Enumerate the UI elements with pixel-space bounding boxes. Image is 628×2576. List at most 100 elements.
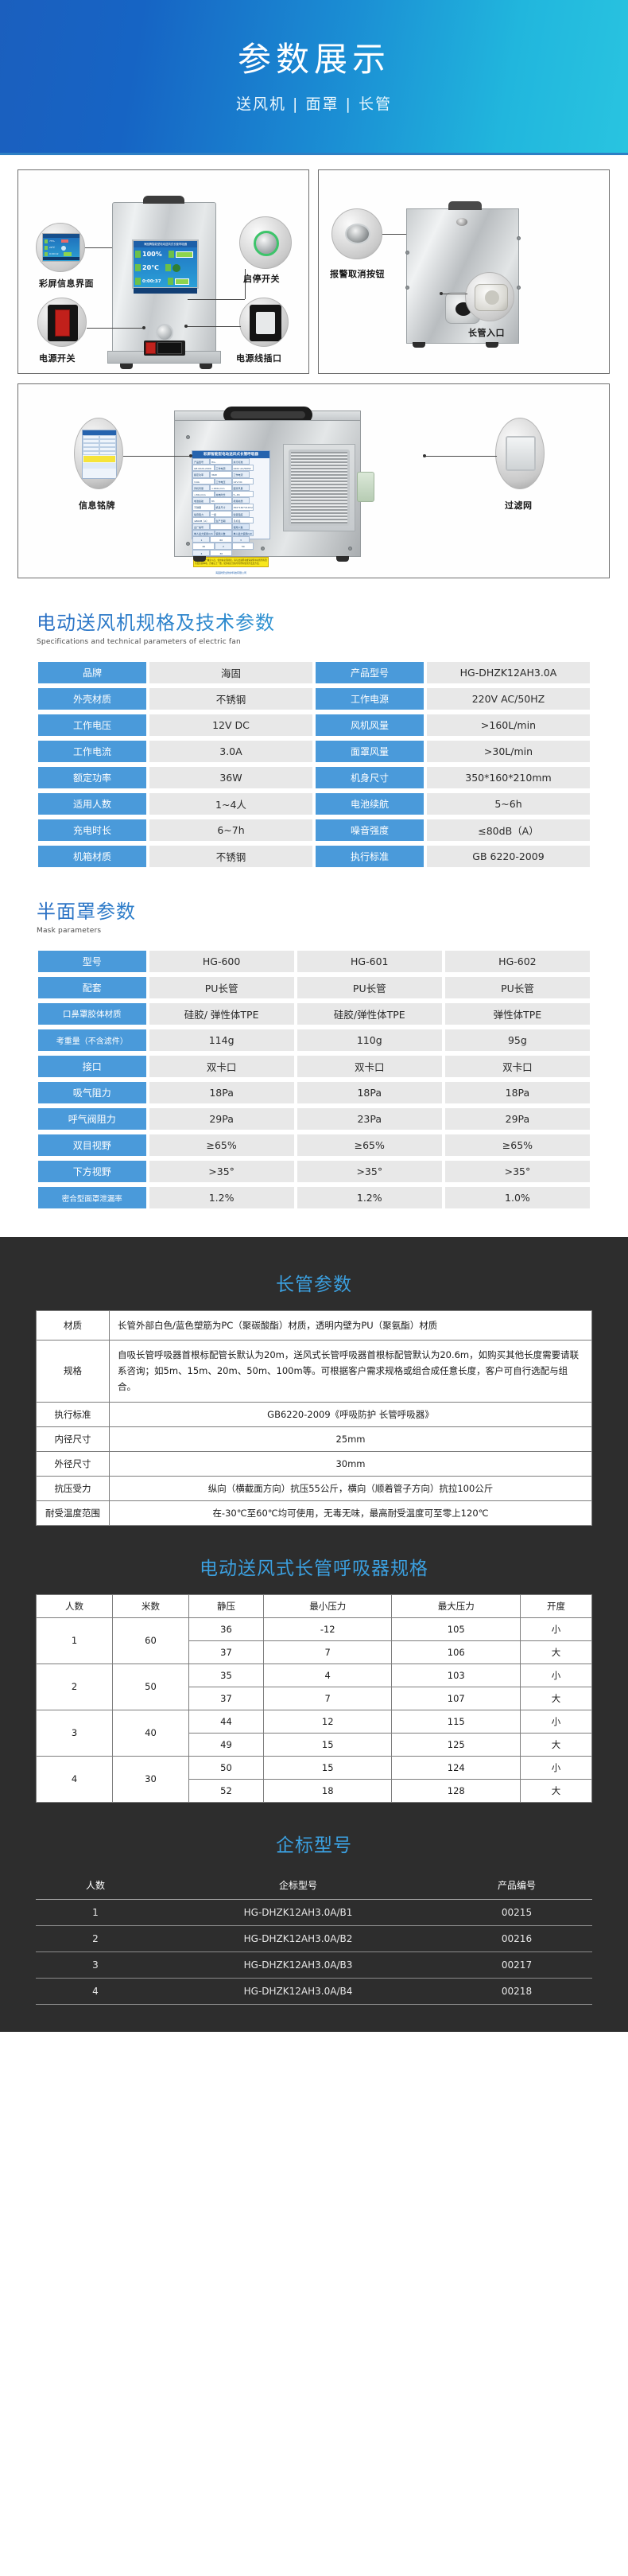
perf-meters: 50: [112, 1663, 189, 1710]
zoom-bubble-alarm-cancel: [331, 208, 382, 259]
table-row: 工作电流 3.0A 面罩风量 >30L/min: [38, 741, 590, 762]
nameplate-cell: 50: [231, 543, 254, 550]
table-row: 充电时长 6~7h 噪音强度 ≤80dB（A）: [38, 819, 590, 841]
perf-cell: 36: [188, 1617, 264, 1641]
table-row: 密合型面罩泄漏率 1.2% 1.2% 1.0%: [38, 1187, 590, 1208]
spec-value: 3.0A: [149, 741, 312, 762]
col-header-people: 人数: [36, 1593, 113, 1618]
col-header-minp: 最小压力: [262, 1593, 393, 1618]
spec-value: 29Pa: [444, 1108, 590, 1130]
nameplate-cell: GB 6220-2009: [192, 465, 215, 472]
table-row: 双目视野 ≥65% ≥65% ≥65%: [38, 1134, 590, 1156]
product-photo-nameplate: 彩屏智能型电动送风式长管呼吸器 产品型号 HG-DHZK12AH3.0A 执行标…: [17, 383, 610, 578]
spec-key: 机箱材质: [38, 846, 146, 867]
spec-value: 双卡口: [149, 1056, 294, 1077]
spec-key: 工作电压: [38, 714, 146, 736]
hose-key: 耐受温度范围: [36, 1500, 110, 1526]
spec-key: 充电时长: [38, 819, 146, 841]
table-row: 下方视野 >35° >35° >35°: [38, 1161, 590, 1182]
perf-cell: 107: [391, 1686, 521, 1710]
spec-value: >160L/min: [426, 714, 590, 736]
perf-people: 3: [36, 1709, 113, 1757]
nameplate-cell: 额定功率: [192, 471, 210, 478]
zoom-bubble-screen: 75% 26℃ 0:00:12: [36, 223, 85, 272]
spec-value: 不锈钢: [149, 846, 312, 867]
spec-value: PU长管: [149, 977, 294, 998]
perf-cell: 大: [520, 1686, 592, 1710]
spec-value: 硅胶/ 弹性体TPE: [149, 1003, 294, 1025]
perf-cell: 小: [520, 1617, 592, 1641]
spec-key: 面罩风量: [315, 741, 424, 762]
spec-value: ≥65%: [297, 1134, 442, 1156]
section-heading-mask: 半面罩参数 Mask parameters: [0, 872, 628, 935]
nameplate-subheader: 使用人数: [231, 523, 250, 531]
hose-key: 规格: [36, 1340, 110, 1403]
spec-value: 不锈钢: [149, 688, 312, 710]
perf-cell: 35: [188, 1663, 264, 1687]
spec-value: 1~4人: [149, 793, 312, 815]
perf-cell: 52: [188, 1778, 264, 1803]
zoom-bubble-power-cord: [239, 298, 289, 347]
spec-value: 18Pa: [297, 1082, 442, 1103]
spec-key: 口鼻罩胶体材质: [38, 1003, 146, 1025]
spec-value: 双卡口: [444, 1056, 590, 1077]
section-heading-perf: 电动送风式长管呼吸器规格: [0, 1526, 628, 1580]
nameplate-cell: 噪音强度: [231, 510, 250, 517]
table-row: 3 HG-DHZK12AH3.0A/B3 00217: [36, 1951, 592, 1979]
table-row: 耐受温度范围 在-30℃至60℃均可使用，无毒无味，最高耐受温度可至零上120℃: [36, 1500, 592, 1526]
spec-value: HG-601: [297, 951, 442, 972]
power-switch[interactable]: [145, 342, 156, 354]
spec-key: 执行标准: [315, 846, 424, 867]
spec-value: GB 6220-2009: [426, 846, 590, 867]
nameplate-cell: 60: [210, 536, 232, 543]
table-row: 2 HG-DHZK12AH3.0A/B2 00216: [36, 1925, 592, 1952]
spec-value: 12V DC: [149, 714, 312, 736]
table-row: 外径尺寸 30mm: [36, 1450, 592, 1477]
spec-value: 110g: [297, 1029, 442, 1051]
table-row: 抗压受力 纵向（横截面方向）抗压55公斤，横向（顺着管子方向）抗拉100公斤: [36, 1475, 592, 1501]
nameplate-cell: 出厂编号: [192, 523, 210, 531]
spec-value: 18Pa: [149, 1082, 294, 1103]
nameplate-subheader: 使用人数: [214, 530, 232, 537]
col-header-meters: 米数: [112, 1593, 189, 1618]
callout-label-filter: 过滤网: [505, 500, 533, 511]
nameplate-cell: 4: [192, 549, 210, 556]
nameplate-cell: 36W: [210, 471, 232, 478]
nameplate-cell: 产品型号: [192, 458, 210, 465]
spec-value: HG-600: [149, 951, 294, 972]
nameplate-grid: 产品型号 HG-DHZK12AH3.0A 执行标准 GB 6220-2009 工…: [192, 458, 269, 556]
perf-cell: 105: [391, 1617, 521, 1641]
spec-key: 产品型号: [315, 662, 424, 683]
spec-key: 机身尺寸: [315, 767, 424, 788]
callout-label-power-switch: 电源开关: [39, 353, 76, 364]
start-stop-button[interactable]: [156, 324, 173, 341]
spec-value: ≤80dB（A）: [426, 819, 590, 841]
zoom-bubble-start-stop: [239, 216, 292, 269]
spec-key: 适用人数: [38, 793, 146, 815]
col-header-opening: 开度: [520, 1593, 592, 1618]
table-row: 执行标准 GB6220-2009《呼吸防护 长管呼吸器》: [36, 1401, 592, 1427]
alarm-cancel-button[interactable]: [456, 218, 467, 226]
perf-cell: 小: [520, 1663, 592, 1687]
spec-value: 220V AC/50HZ: [426, 688, 590, 710]
callout-label-start-stop: 启停开关: [243, 274, 280, 284]
table-row: 内径尺寸 25mm: [36, 1426, 592, 1452]
page-subtitle: 送风机 | 面罩 | 长管: [236, 95, 392, 113]
power-cord-socket[interactable]: [157, 342, 182, 354]
nameplate-cell: 风机风量: [192, 484, 210, 491]
hose-key: 内径尺寸: [36, 1426, 110, 1452]
nameplate-cell: 面罩风量: [231, 484, 250, 491]
section-title-fan: 电动送风机规格及技术参数: [37, 607, 628, 635]
table-row: 工作电压 12V DC 风机风量 >160L/min: [38, 714, 590, 736]
section-title-hose: 长管参数: [0, 1269, 628, 1296]
perf-cell: 37: [188, 1640, 264, 1664]
machine-wide-body: 彩屏智能型电动送风式长管呼吸器 产品型号 HG-DHZK12AH3.0A 执行标…: [174, 420, 374, 574]
perf-cell: 37: [188, 1686, 264, 1710]
spec-value: PU长管: [444, 977, 590, 998]
col-header-maxp: 最大压力: [391, 1593, 521, 1618]
spec-key: 型号: [38, 951, 146, 972]
model-code: HG-DHZK12AH3.0A/B3: [155, 1951, 441, 1979]
perf-cell: 7: [262, 1640, 393, 1664]
spec-key: 接口: [38, 1056, 146, 1077]
page-header: 参数展示 送风机 | 面罩 | 长管: [0, 0, 628, 155]
